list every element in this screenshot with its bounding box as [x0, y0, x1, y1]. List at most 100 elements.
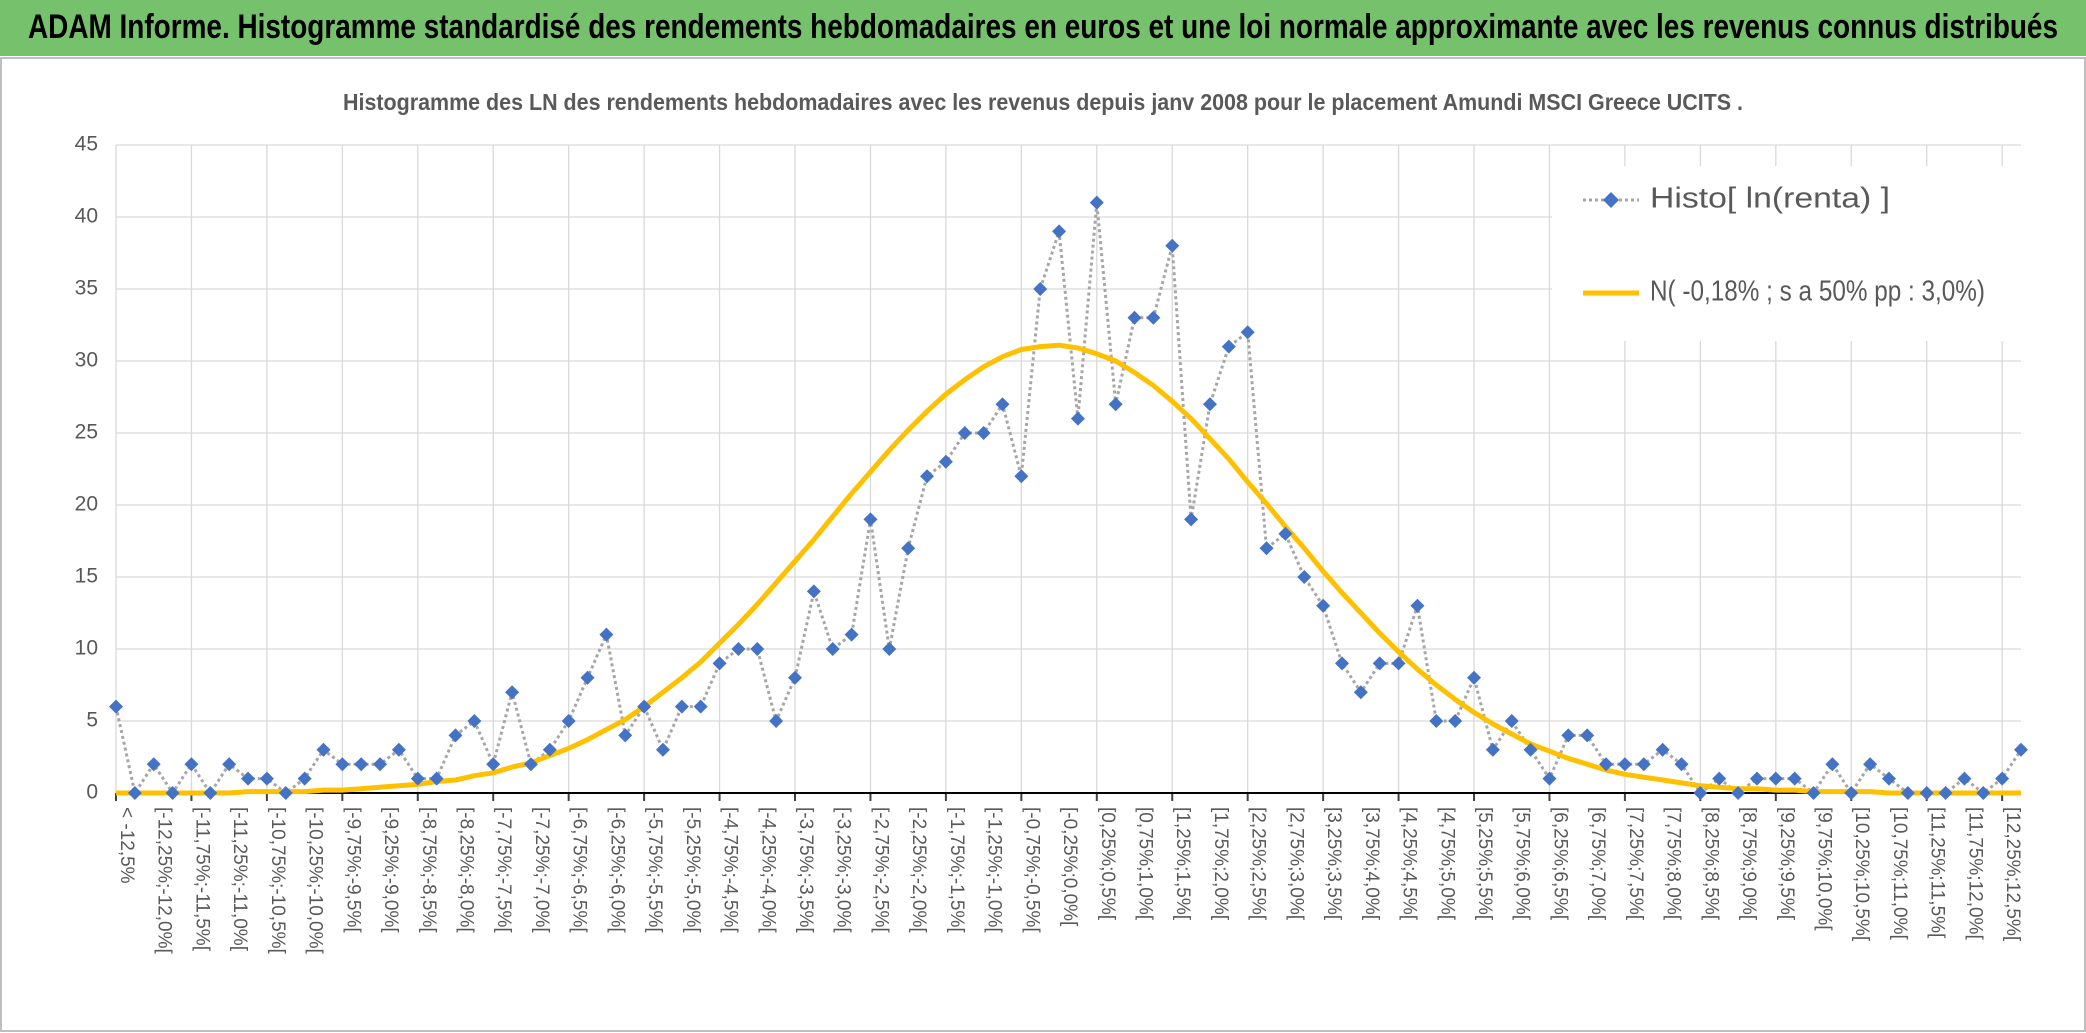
- histogram-marker: [693, 699, 708, 714]
- histogram-marker: [1278, 526, 1293, 541]
- x-tick-label: [1,75%;2,0%[: [1210, 807, 1231, 921]
- x-tick-label: [-2,25%;-2,0%[: [908, 807, 929, 933]
- header-band: [0, 0, 2086, 56]
- histogram-marker: [1448, 714, 1463, 728]
- histogram-marker: [1372, 656, 1387, 671]
- x-tick-label: [4,25%;4,5%[: [1399, 807, 1420, 921]
- histogram-marker: [1033, 282, 1048, 296]
- x-tick-label: [-9,75%;-9,5%[: [342, 807, 363, 933]
- histogram-marker: [1617, 757, 1632, 772]
- histogram-marker: [712, 656, 727, 671]
- histogram-marker: [467, 714, 482, 728]
- histogram-marker: [542, 742, 557, 757]
- histogram-marker: [448, 728, 463, 743]
- histogram-marker: [1165, 238, 1180, 253]
- x-tick-label: [-7,25%;-7,0%[: [531, 807, 552, 933]
- histogram-marker: [1731, 786, 1746, 800]
- histogram-marker: [410, 771, 425, 786]
- y-tick-label: 10: [75, 637, 98, 660]
- histogram-marker: [391, 742, 406, 757]
- histogram-marker: [863, 512, 878, 527]
- x-tick-label: [0,75%;1,0%[: [1134, 807, 1155, 921]
- x-tick-label: [1,25%;1,5%[: [1172, 807, 1193, 921]
- x-tick-label: [-5,25%;-5,0%[: [682, 807, 703, 933]
- histogram-marker: [655, 742, 670, 757]
- histogram-marker: [731, 642, 746, 656]
- histogram-marker: [1353, 685, 1368, 700]
- histogram-marker: [259, 771, 274, 786]
- histogram-marker: [976, 426, 991, 440]
- histogram-marker: [203, 786, 218, 800]
- histogram-marker: [1712, 771, 1727, 786]
- y-tick-label: 35: [75, 277, 98, 300]
- histogram-marker: [1052, 224, 1067, 239]
- histogram-marker: [1806, 786, 1821, 800]
- x-tick-label: [5,75%;6,0%[: [1512, 807, 1533, 921]
- x-tick-label: [-2,75%;-2,5%[: [870, 807, 891, 933]
- histogram-marker: [1014, 469, 1029, 484]
- histogram-marker: [1674, 757, 1689, 772]
- x-tick-label: [4,75%;5,0%[: [1436, 807, 1457, 921]
- histogram-marker: [1202, 397, 1217, 412]
- histogram-marker: [1844, 786, 1859, 800]
- histogram-marker: [222, 757, 237, 772]
- x-tick-label: [-12,25%;-12,0%[: [154, 807, 175, 955]
- histogram-marker: [825, 642, 840, 656]
- histogram-marker: [1863, 757, 1878, 772]
- x-tick-label: [-11,75%;-11,5%[: [191, 807, 212, 952]
- x-tick-label: [9,75%;10,0%[: [1814, 807, 1835, 931]
- y-tick-label: 25: [75, 421, 98, 444]
- histogram-marker: [1976, 786, 1991, 800]
- legend-label: N( -0,18% ; s a 50% pp : 3,0%): [1650, 276, 1985, 308]
- y-tick-label: 20: [75, 493, 98, 516]
- histogram-marker: [1957, 771, 1972, 786]
- legend-label: Histo[ ln(renta) ]: [1650, 183, 1890, 215]
- histogram-marker: [1693, 786, 1708, 800]
- histogram-marker: [920, 469, 935, 484]
- x-tick-label: [9,25%;9,5%[: [1776, 807, 1797, 921]
- histogram-marker: [316, 742, 331, 757]
- histogram-marker: [806, 584, 821, 599]
- histogram-marker: [1240, 325, 1255, 340]
- histogram-marker: [1787, 771, 1802, 786]
- x-tick-label: [-3,25%;-3,0%[: [833, 807, 854, 933]
- histogram-marker: [1070, 411, 1085, 426]
- x-tick-label: [6,75%;7,0%[: [1587, 807, 1608, 921]
- x-tick-label: [-8,25%;-8,0%[: [455, 807, 476, 933]
- y-tick-label: 40: [75, 205, 98, 228]
- x-tick-label: [-6,25%;-6,0%[: [606, 807, 627, 933]
- histogram-marker: [580, 670, 595, 685]
- histogram-marker: [1467, 670, 1482, 685]
- chart-border: [0, 57, 2086, 1032]
- histogram-marker: [1938, 786, 1953, 800]
- histogram-marker: [1504, 714, 1519, 728]
- histogram-marker: [882, 642, 897, 656]
- histogram-marker: [599, 627, 614, 642]
- x-tick-label: [-10,75%;-10,5%[: [267, 807, 288, 955]
- x-tick-label: [5,25%;5,5%[: [1474, 807, 1495, 921]
- y-tick-label: 5: [86, 709, 98, 732]
- x-tick-label: [7,75%;8,0%[: [1663, 807, 1684, 921]
- histogram-marker: [1542, 771, 1557, 786]
- histogram-marker: [1881, 771, 1896, 786]
- legend-marker: [1603, 192, 1619, 208]
- x-tick-label: [3,25%;3,5%[: [1323, 807, 1344, 921]
- x-tick-label: [10,25%;10,5%[: [1851, 807, 1872, 942]
- histogram-marker: [429, 771, 444, 786]
- histogram-marker: [1429, 714, 1444, 728]
- histogram-marker: [278, 786, 293, 800]
- x-tick-label: [-8,75%;-8,5%[: [418, 807, 439, 933]
- histogram-marker: [146, 757, 161, 772]
- chart-title: Histogramme des LN des rendements hebdom…: [343, 89, 1743, 115]
- histogram-marker: [561, 714, 576, 728]
- histogram-marker: [354, 757, 369, 772]
- x-tick-label: [2,75%;3,0%[: [1285, 807, 1306, 921]
- x-tick-label: [0,25%;0,5%[: [1097, 807, 1118, 921]
- histogram-marker: [241, 771, 256, 786]
- histogram-marker: [1580, 728, 1595, 743]
- histogram-marker: [1636, 757, 1651, 772]
- histogram-marker: [505, 685, 520, 700]
- histogram-marker: [1334, 656, 1349, 671]
- x-tick-label: [10,75%;11,0%[: [1889, 807, 1910, 940]
- histogram-marker: [1523, 742, 1538, 757]
